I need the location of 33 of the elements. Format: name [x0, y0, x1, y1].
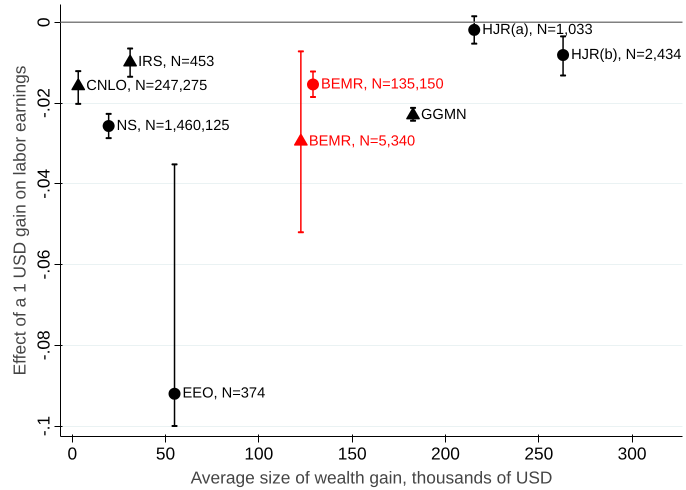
x-tick-label: 150 [338, 444, 367, 464]
y-tick-label: -.06 [34, 250, 54, 280]
x-tick-label: 300 [618, 444, 647, 464]
annotation: EEO, N=374 [182, 386, 266, 402]
point [71, 78, 86, 90]
point [168, 388, 181, 400]
y-tick-label: -.1 [34, 416, 54, 436]
point [406, 107, 420, 120]
annotation: BEMR, N=5,340 [308, 133, 416, 150]
x-tick-label: 100 [244, 444, 274, 464]
point [557, 48, 570, 61]
x-tick-label: 0 [67, 444, 78, 464]
y-tick-label: 0 [34, 17, 54, 28]
point [468, 24, 480, 36]
x-tick-label: 250 [524, 444, 554, 464]
point [123, 54, 138, 66]
point [306, 78, 319, 90]
annotation: BEMR, N=135,150 [320, 76, 444, 92]
annotation: IRS, N=453 [138, 54, 214, 70]
x-tick-label: 200 [431, 444, 460, 464]
annotation: CNLO, N=247,275 [86, 78, 208, 94]
annotation: HJR(b), N=2,434 [571, 46, 682, 63]
annotation: GGMN [421, 107, 467, 124]
x-axis-title: Average size of wealth gain, thousands of USD [190, 468, 552, 488]
y-tick-label: -.08 [34, 330, 54, 360]
y-tick-label: -.04 [34, 168, 54, 199]
point [294, 133, 308, 146]
annotation: HJR(a), N=1,033 [482, 22, 593, 38]
y-tick-label: -.02 [34, 88, 54, 118]
annotation: NS, N=1,460,125 [116, 118, 230, 134]
point [102, 120, 115, 132]
x-tick-label: 50 [156, 444, 176, 464]
y-axis-title: Effect of a 1 USD gain on labor earnings [10, 65, 30, 376]
